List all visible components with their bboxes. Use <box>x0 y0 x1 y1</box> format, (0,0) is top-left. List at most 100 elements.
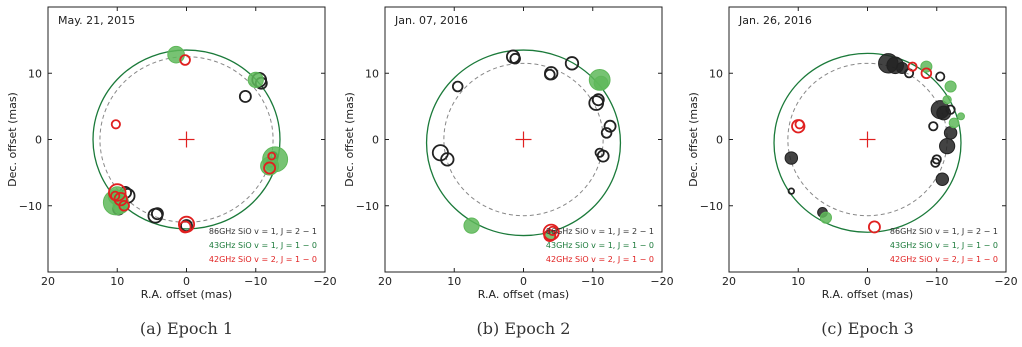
legend-entry: 42GHz SiO v = 2, J = 1 − 0 <box>209 255 317 264</box>
maser-spot <box>118 200 130 212</box>
x-tick-label: −10 <box>244 275 267 288</box>
x-tick-label: 10 <box>791 275 805 288</box>
maser-spot <box>238 89 252 103</box>
x-tick-label: −10 <box>581 275 604 288</box>
maser-spot <box>110 190 121 201</box>
fit-ring-solid <box>92 49 281 230</box>
maser-spot <box>935 71 946 82</box>
fit-ring-dashed <box>787 62 948 217</box>
maser-spot <box>943 126 958 140</box>
y-axis-title: Dec. offset (mas) <box>343 92 356 187</box>
fit-ring-dashed <box>443 62 604 217</box>
legend-entry: 86GHz SiO v = 1, J = 2 − 1 <box>546 227 654 236</box>
y-axis-title: Dec. offset (mas) <box>6 92 19 187</box>
y-tick-label: −10 <box>700 200 723 213</box>
maser-spot <box>431 144 449 162</box>
maser-spot <box>147 207 164 224</box>
maser-spot <box>505 49 521 64</box>
fit-ring-solid <box>773 52 962 233</box>
x-tick-label: −10 <box>925 275 948 288</box>
maser-spot <box>930 157 941 168</box>
x-tick-label: 20 <box>378 275 392 288</box>
maser-spot <box>544 68 556 81</box>
legend-entry: 42GHz SiO v = 2, J = 1 − 0 <box>546 255 654 264</box>
maser-spot <box>907 61 918 72</box>
maser-spot <box>591 93 605 107</box>
maser-spot <box>939 138 956 155</box>
panel-caption: (b) Epoch 2 <box>477 319 571 338</box>
fit-ring-solid <box>425 49 622 237</box>
epoch-date-label: May. 21, 2015 <box>58 14 135 27</box>
epoch-date-label: Jan. 07, 2016 <box>394 14 468 27</box>
maser-spot <box>564 56 580 71</box>
maser-spot <box>150 207 164 221</box>
y-tick-label: −10 <box>19 200 42 213</box>
maser-spot <box>935 172 950 186</box>
maser-spot <box>603 119 617 133</box>
plot-content: 20 10 0 −10 −20 −10 0 10 86GHz SiO v = 1, J = 2 … <box>700 7 1018 288</box>
maser-spot <box>167 45 185 64</box>
maser-spot <box>957 112 965 121</box>
legend-entry: 43GHz SiO v = 1, J = 1 − 0 <box>209 241 317 250</box>
epoch-date-label: Jan. 26, 2016 <box>738 14 812 27</box>
x-tick-label: 20 <box>722 275 736 288</box>
x-tick-label: 0 <box>864 275 871 288</box>
maser-spot <box>267 151 277 161</box>
maser-spot <box>948 117 960 129</box>
maser-spot <box>547 225 558 236</box>
x-tick-label: −20 <box>313 275 336 288</box>
y-tick-label: 0 <box>35 134 42 147</box>
y-axis-title: Dec. offset (mas) <box>687 92 700 187</box>
y-tick-label: 0 <box>372 134 379 147</box>
x-tick-label: −20 <box>650 275 673 288</box>
legend-entry: 43GHz SiO v = 1, J = 1 − 0 <box>890 241 998 250</box>
y-tick-label: 0 <box>716 134 723 147</box>
maser-spot <box>794 119 805 130</box>
maser-spot <box>787 187 795 195</box>
x-tick-label: −20 <box>994 275 1017 288</box>
maser-spot <box>451 80 464 93</box>
x-tick-label: 0 <box>183 275 190 288</box>
legend-entry: 86GHz SiO v = 1, J = 2 − 1 <box>890 227 998 236</box>
maser-spot <box>178 220 192 234</box>
maser-spot <box>179 54 191 66</box>
x-axis-title: R.A. offset (mas) <box>822 288 913 301</box>
maser-spot <box>263 161 277 175</box>
maser-spot <box>542 223 560 241</box>
x-tick-label: 20 <box>41 275 55 288</box>
panel-epoch-2: Jan. 07, 2016 20 10 0 −10 −20 −10 0 10 86GHz SiO… <box>343 6 674 338</box>
y-tick-label: 10 <box>28 67 42 80</box>
y-tick-label: 10 <box>365 67 379 80</box>
maser-spot <box>110 119 121 130</box>
maser-spot <box>867 220 881 234</box>
maser-spot <box>594 147 605 158</box>
maser-spot <box>784 151 799 165</box>
x-axis-title: R.A. offset (mas) <box>141 288 232 301</box>
maser-spot <box>543 229 557 243</box>
panel-caption: (c) Epoch 3 <box>821 319 914 338</box>
maser-spot <box>920 67 933 79</box>
maser-spot <box>600 127 613 139</box>
maser-spot <box>928 121 939 132</box>
maser-spot <box>944 80 957 93</box>
fit-ring-dashed <box>99 56 274 223</box>
maser-spot <box>247 71 264 88</box>
plot-content: 20 10 0 −10 −20 −10 0 10 86GHz SiO v = 1, J = 2 … <box>19 7 337 288</box>
legend-entry: 42GHz SiO v = 2, J = 1 − 0 <box>890 255 998 264</box>
maser-spot <box>945 104 956 115</box>
maser-spot <box>108 183 127 202</box>
maser-spot <box>819 211 832 224</box>
legend-entry: 43GHz SiO v = 1, J = 1 − 0 <box>546 241 654 250</box>
x-axis-title: R.A. offset (mas) <box>478 288 569 301</box>
panel-epoch-3: Jan. 26, 2016 20 10 0 −10 −20 −10 0 10 86GHz SiO… <box>687 6 1018 338</box>
maser-spot <box>593 75 609 91</box>
y-tick-label: −10 <box>356 200 379 213</box>
maser-spot <box>463 217 480 234</box>
panel-caption: (a) Epoch 1 <box>140 319 233 338</box>
plot-content: 20 10 0 −10 −20 −10 0 10 86GHz SiO v = 1, J = 2 … <box>356 7 674 288</box>
maser-spot <box>509 52 521 65</box>
x-tick-label: 10 <box>447 275 461 288</box>
y-tick-label: 10 <box>709 67 723 80</box>
x-tick-label: 0 <box>520 275 527 288</box>
